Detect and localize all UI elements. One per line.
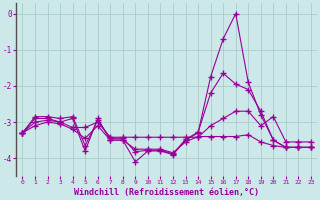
X-axis label: Windchill (Refroidissement éolien,°C): Windchill (Refroidissement éolien,°C) bbox=[74, 188, 259, 197]
